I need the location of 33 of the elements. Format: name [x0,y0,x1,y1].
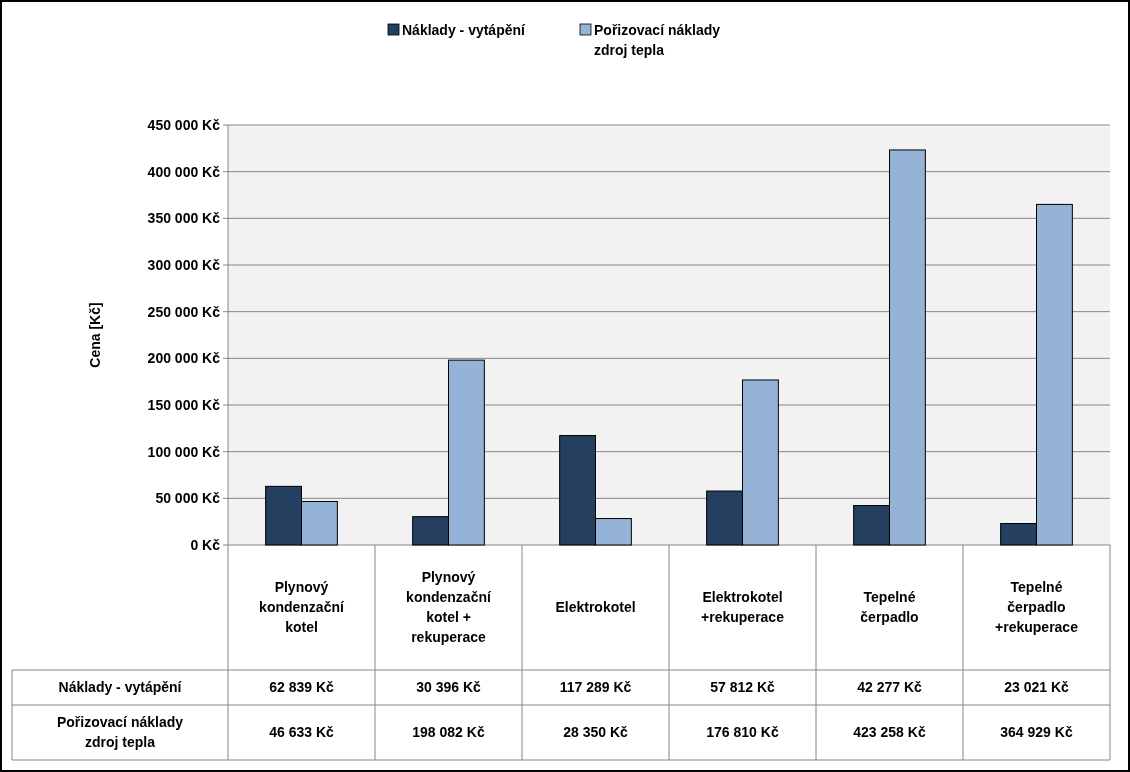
y-tick-label: 450 000 Kč [147,116,221,133]
data-label: 23 021 Kč [1004,679,1070,696]
x-tick-label: Elektrokotel [555,599,636,616]
y-tick-label: 50 000 Kč [155,490,221,507]
data-label: 176 810 Kč [706,724,779,741]
x-tick-label: Plynový kondenzační kotel [259,579,345,636]
legend-label: Pořizovací náklady zdroj tepla [594,21,721,58]
data-label: 364 929 Kč [1000,724,1073,741]
y-tick-label: 400 000 Kč [147,163,221,180]
data-label: 42 277 Kč [857,679,923,696]
data-label: 57 812 Kč [710,679,776,696]
y-axis-title: Cena [Kč] [87,302,103,368]
data-label: 30 396 Kč [416,679,482,696]
y-tick-label: 150 000 Kč [147,396,221,413]
y-tick-label: 200 000 Kč [147,350,221,367]
text: Náklady - vytápění [58,679,182,696]
y-tick-label: 300 000 Kč [147,256,221,273]
x-tick-label: Tepelné čerpadlo [860,589,919,626]
x-tick-label: Tepelné čerpadlo +rekuperace [995,579,1079,636]
legend-label: Náklady - vytápění [402,21,527,38]
y-tick-label: 0 Kč [190,536,221,553]
data-label: 198 082 Kč [412,724,485,741]
x-tick-label: Plynový kondenzační kotel + rekuperace [406,569,492,646]
x-tick-label: Elektrokotel +rekuperace [701,589,785,626]
y-tick-label: 100 000 Kč [147,443,221,460]
data-label: 117 289 Kč [559,679,632,696]
y-tick-label: 250 000 Kč [147,303,221,320]
text: Pořizovací náklady zdroj tepla [56,714,184,751]
data-label: 28 350 Kč [563,724,629,741]
y-tick-label: 350 000 Kč [147,210,221,227]
data-label: 46 633 Kč [269,724,335,741]
data-label: 62 839 Kč [269,679,335,696]
data-label: 423 258 Kč [853,724,926,741]
